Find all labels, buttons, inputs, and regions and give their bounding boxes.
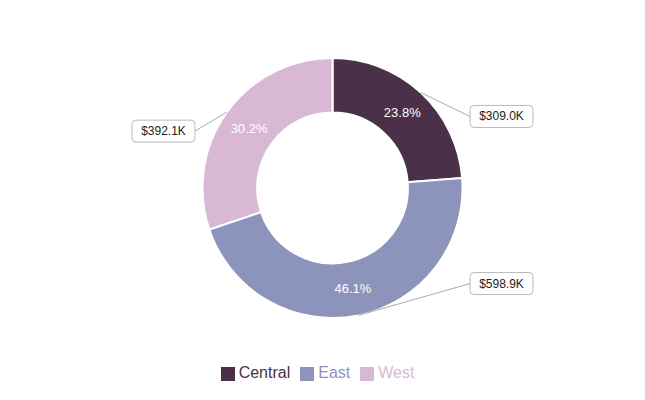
svg-text:23.8%: 23.8% [384,105,421,120]
svg-text:46.1%: 46.1% [335,281,372,296]
svg-text:$309.0K: $309.0K [479,109,524,123]
html-text:West: West [378,364,415,381]
svg-text:$392.1K: $392.1K [141,124,186,138]
html-text:Central: Central [238,364,291,381]
svg-text:$598.9K: $598.9K [479,277,524,291]
html-text:East: East [318,364,351,381]
svg-text:30.2%: 30.2% [231,121,268,136]
